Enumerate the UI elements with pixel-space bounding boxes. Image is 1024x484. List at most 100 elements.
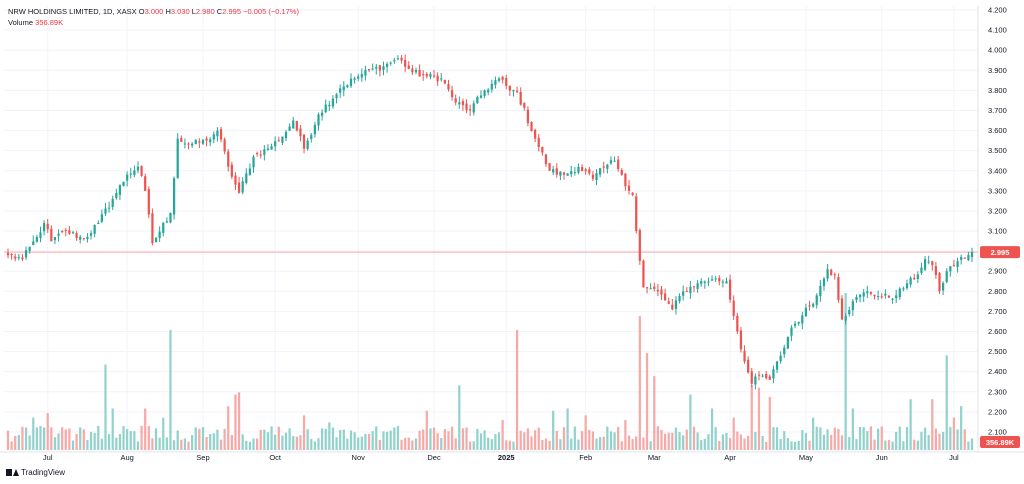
volume-bar [960, 406, 963, 450]
candle-body [822, 278, 826, 287]
candle [42, 220, 46, 236]
volume-bar [234, 394, 237, 450]
volume-bar [21, 426, 24, 450]
volume-bar [757, 387, 761, 450]
candle-body [465, 103, 468, 110]
candle [97, 220, 100, 225]
tradingview-brand[interactable]: TradingView [6, 468, 65, 477]
volume-bar [266, 432, 270, 450]
candle [526, 106, 530, 127]
volume-bar [447, 431, 450, 450]
candle [245, 168, 248, 185]
volume-bar [848, 437, 851, 450]
candle [230, 161, 233, 180]
candle-body [923, 259, 927, 270]
volume-bar [739, 434, 743, 450]
price-tick-label: 2.500 [988, 347, 1007, 356]
candle-body [790, 327, 793, 336]
candle-body [61, 230, 64, 232]
candle [736, 312, 739, 334]
legend-open: 3.000 [144, 7, 164, 16]
candle [844, 313, 847, 325]
legend-change: −0.005 (−0.17%) [243, 7, 299, 16]
candle [819, 280, 822, 302]
candle [761, 373, 764, 378]
candle-body [855, 296, 858, 301]
volume-bar [404, 437, 407, 450]
candle [620, 168, 623, 176]
volume-bar [949, 427, 952, 450]
candle [642, 259, 645, 288]
candle-body [620, 169, 623, 175]
candle-body [490, 83, 493, 90]
candle-body [266, 148, 270, 151]
candle-body [754, 376, 757, 385]
candle-body [956, 261, 959, 268]
candle-body [595, 173, 598, 181]
time-axis[interactable]: Jul Aug Sep Oct Nov Dec 2025 Feb Mar Apr May Jun Jul [43, 453, 959, 462]
volume-bar [248, 441, 252, 450]
candle-body [82, 238, 85, 240]
volume-bar [635, 436, 638, 450]
candle-body [570, 171, 573, 175]
candle-body [14, 256, 17, 259]
candle-body [772, 369, 775, 379]
candle-body [497, 78, 501, 81]
candle-body [256, 153, 259, 155]
candle-body [335, 94, 338, 99]
candle-body [17, 257, 20, 259]
candle-body [382, 66, 385, 71]
candle-body [216, 130, 219, 137]
volume-bar [880, 426, 883, 450]
candle [562, 171, 566, 180]
candle [425, 72, 428, 79]
candle [678, 293, 681, 304]
candle [331, 95, 335, 109]
time-tick-label: Jun [876, 453, 888, 462]
volume-bar [375, 426, 378, 450]
candle [638, 228, 641, 265]
volume-bar [310, 438, 313, 450]
candle-body [306, 140, 309, 149]
volume-bar [512, 441, 515, 450]
candle [696, 280, 699, 293]
candle-body [812, 303, 815, 307]
price-axis[interactable]: 4.200 4.100 4.000 3.900 3.800 3.700 3.600 3.500… [988, 6, 1007, 437]
candle [129, 167, 132, 179]
price-candles [6, 54, 974, 390]
candle [14, 253, 17, 262]
legend-volume-row: Volume 356.89K [8, 17, 299, 28]
candle [313, 121, 317, 138]
candle [577, 163, 580, 175]
candle [591, 171, 595, 182]
candle [920, 262, 923, 275]
candle [476, 95, 479, 104]
volume-bar [862, 427, 865, 450]
candle [140, 165, 143, 177]
volume-bar [793, 441, 797, 450]
candle [941, 281, 945, 296]
candle [389, 61, 392, 66]
candle [635, 193, 638, 234]
legend-volume-label[interactable]: Volume [8, 18, 34, 27]
volume-bar [154, 428, 158, 450]
candle-body [952, 264, 956, 266]
candle-body [905, 283, 909, 289]
volume-bar [429, 428, 432, 450]
candle-body [544, 154, 548, 165]
volume-bar [165, 437, 168, 450]
candle-body [364, 69, 367, 76]
candle [645, 286, 649, 294]
candle-body [209, 139, 212, 143]
candle [884, 289, 887, 299]
candle-body [241, 181, 244, 193]
legend-symbol[interactable]: NRW HOLDINGS LIMITED, 1D, XASX [8, 7, 137, 16]
candle-body [934, 266, 938, 275]
candle [609, 156, 613, 165]
candle [306, 137, 309, 151]
volume-bar [89, 431, 93, 450]
candle [115, 188, 118, 200]
candle-body [866, 291, 869, 294]
candle-body [519, 92, 522, 105]
